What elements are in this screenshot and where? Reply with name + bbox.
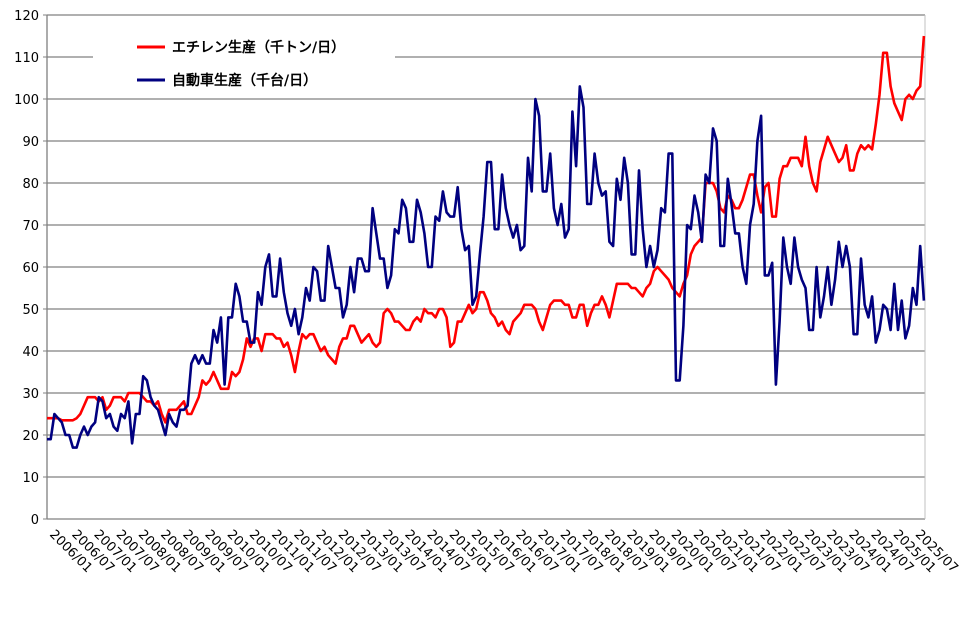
y-tick-label: 120	[14, 9, 39, 24]
y-axis-ticks: 0 10 20 30 40 50 60 70 80 90 100 110 120	[14, 9, 39, 528]
legend-label-automobile: 自動車生産（千台/日）	[172, 72, 317, 89]
y-tick-label: 60	[22, 261, 39, 276]
y-tick-label: 20	[22, 429, 39, 444]
y-tick-label: 100	[14, 93, 39, 108]
series-line-automobile	[47, 85, 926, 449]
x-axis-ticks: 2006/012006/072007/012007/072008/012008/…	[46, 527, 961, 576]
y-tick-label: 40	[22, 345, 39, 360]
legend-background	[93, 30, 395, 96]
y-tick-label: 70	[22, 219, 39, 234]
legend-label-ethylene: エチレン生産（千トン/日）	[172, 39, 345, 56]
y-tick-label: 0	[31, 513, 39, 528]
series-lines	[47, 35, 926, 449]
series-line-ethylene	[47, 35, 926, 424]
y-tick-label: 50	[22, 303, 39, 318]
y-tick-label: 10	[22, 471, 39, 486]
y-tick-label: 30	[22, 387, 39, 402]
y-tick-label: 80	[22, 177, 39, 192]
legend: エチレン生産（千トン/日） 自動車生産（千台/日）	[93, 30, 395, 96]
y-tick-label: 110	[14, 51, 39, 66]
y-tick-label: 90	[22, 135, 39, 150]
